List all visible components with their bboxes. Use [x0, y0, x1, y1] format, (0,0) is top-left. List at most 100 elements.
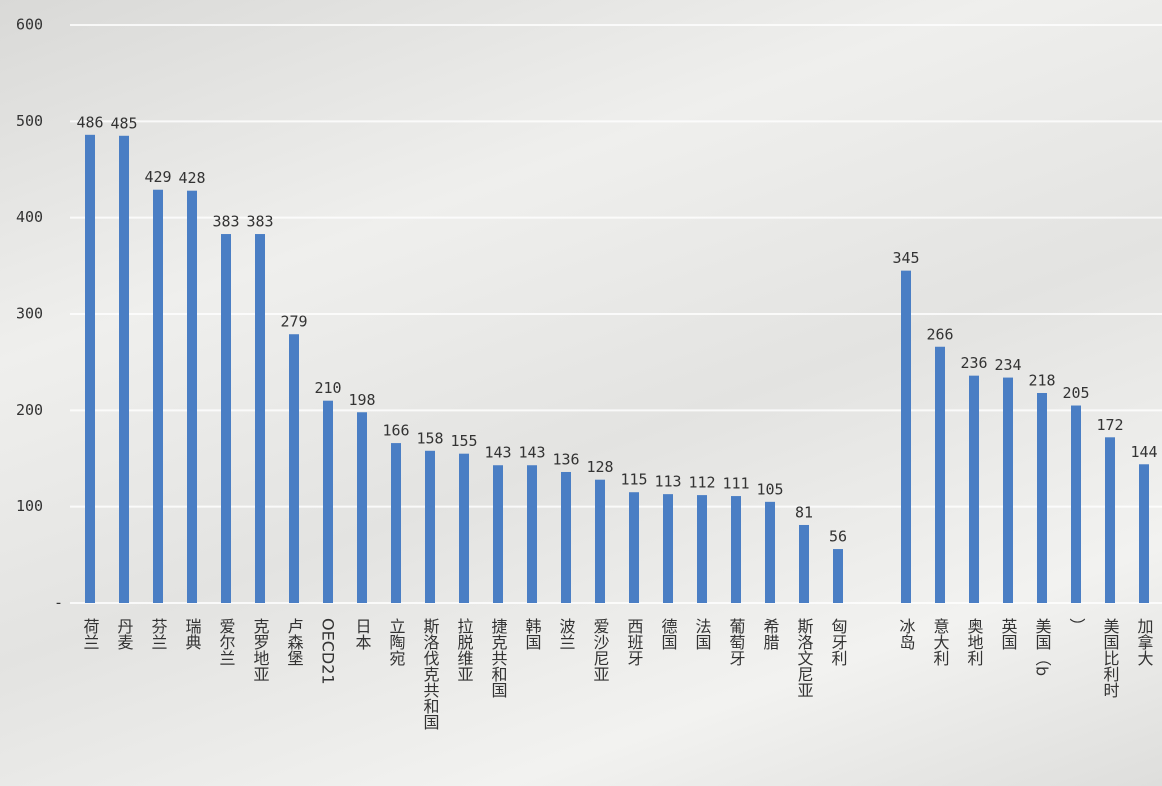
x-tick-label: 奥地利: [965, 618, 984, 666]
data-label: 81: [795, 503, 813, 521]
y-tick-label: 400: [16, 208, 43, 226]
x-tick-label: ）: [1067, 618, 1086, 634]
x-tick-label: 德国: [659, 618, 678, 650]
data-label: 279: [280, 313, 307, 331]
data-label: 383: [212, 213, 239, 231]
x-tick-label: 法国: [693, 618, 712, 650]
bar: [1139, 464, 1149, 603]
bar: [323, 400, 333, 603]
data-label: 155: [450, 432, 477, 450]
bar: [187, 190, 197, 603]
y-tick-label: 500: [16, 112, 43, 130]
x-tick-label: 希腊: [761, 618, 780, 651]
x-tick-label: 加拿大: [1135, 618, 1154, 666]
data-label: 105: [756, 480, 783, 498]
data-label: 485: [110, 114, 137, 132]
data-label: 234: [994, 356, 1021, 374]
data-label: 383: [246, 213, 273, 231]
y-tick-label: -: [54, 594, 63, 612]
data-label: 236: [960, 354, 987, 372]
bar: [527, 465, 537, 603]
x-tick-label: 英国: [999, 618, 1018, 650]
data-label: 111: [722, 475, 749, 493]
data-label: 143: [518, 444, 545, 462]
data-label: 486: [76, 113, 103, 131]
x-tick-label: 拉脱维亚: [455, 618, 474, 682]
bar: [289, 334, 299, 603]
data-label: 210: [314, 379, 341, 397]
y-tick-label: 600: [16, 16, 43, 34]
bar: [1105, 437, 1115, 603]
data-label: 218: [1028, 371, 1055, 389]
bar: [799, 524, 809, 603]
data-label: 172: [1096, 416, 1123, 434]
data-label: 166: [382, 422, 409, 440]
bar: [357, 412, 367, 603]
data-label: 198: [348, 391, 375, 409]
x-tick-label: 西班牙: [625, 618, 644, 667]
bar: [663, 494, 673, 603]
x-tick-label: 瑞典: [183, 618, 202, 650]
x-tick-label: 葡萄牙: [727, 618, 746, 667]
x-tick-label: 捷克共和国: [489, 618, 508, 698]
bar: [425, 450, 435, 603]
x-tick-label: 荷兰: [81, 618, 100, 650]
x-tick-label: 斯洛文尼亚: [795, 618, 814, 698]
bar: [119, 135, 129, 604]
data-label: 115: [620, 471, 647, 489]
x-tick-label: 意大利: [931, 617, 950, 666]
bar: [85, 134, 95, 603]
x-tick-label: 爱沙尼亚: [591, 618, 610, 682]
bar: [833, 549, 843, 603]
bar: [561, 471, 571, 603]
data-label: 345: [892, 249, 919, 267]
x-tick-label: 美国（b: [1033, 618, 1052, 676]
bar: [493, 465, 503, 603]
bar: [1071, 405, 1081, 603]
x-tick-label: 斯洛伐克共和国: [421, 618, 440, 730]
data-label: 56: [829, 528, 847, 546]
x-tick-label: 日本: [353, 618, 372, 650]
bar: [153, 189, 163, 604]
data-label: 429: [144, 168, 171, 186]
x-tick-label: 克罗地亚: [251, 618, 270, 682]
bar: [595, 479, 605, 603]
bar: [969, 375, 979, 603]
x-tick-label: 芬兰: [149, 618, 168, 650]
bar: [765, 501, 775, 603]
bar: [1003, 377, 1013, 603]
bar: [901, 270, 911, 603]
bar: [1037, 392, 1047, 603]
y-tick-label: 300: [16, 305, 43, 323]
data-label: 428: [178, 169, 205, 187]
data-label: 136: [552, 450, 579, 468]
bar: [459, 453, 469, 603]
data-label: 266: [926, 325, 953, 343]
x-tick-label: 波兰: [557, 618, 576, 650]
data-label: 158: [416, 429, 443, 447]
data-label: 113: [654, 473, 681, 491]
y-tick-label: 200: [16, 401, 43, 419]
x-tick-label: 立陶宛: [387, 618, 406, 666]
y-tick-label: 100: [16, 497, 43, 515]
data-label: 144: [1130, 443, 1157, 461]
bar: [935, 346, 945, 603]
bar: [221, 234, 231, 603]
bar: [731, 496, 741, 603]
data-label: 143: [484, 444, 511, 462]
data-label: 205: [1062, 384, 1089, 402]
bar: [255, 234, 265, 603]
x-tick-label: 美国比利时: [1101, 618, 1120, 698]
bar: [697, 495, 707, 603]
x-tick-label: 韩国: [523, 618, 542, 650]
data-label: 112: [688, 474, 715, 492]
x-tick-label: 爱尔兰: [217, 618, 236, 666]
x-tick-label: 匈牙利: [829, 618, 848, 666]
data-label: 128: [586, 458, 613, 476]
bar: [629, 492, 639, 603]
x-tick-label: 冰岛: [897, 618, 916, 651]
bar: [391, 443, 401, 603]
x-tick-label: OECD21: [319, 618, 338, 685]
x-tick-label: 丹麦: [115, 618, 134, 650]
